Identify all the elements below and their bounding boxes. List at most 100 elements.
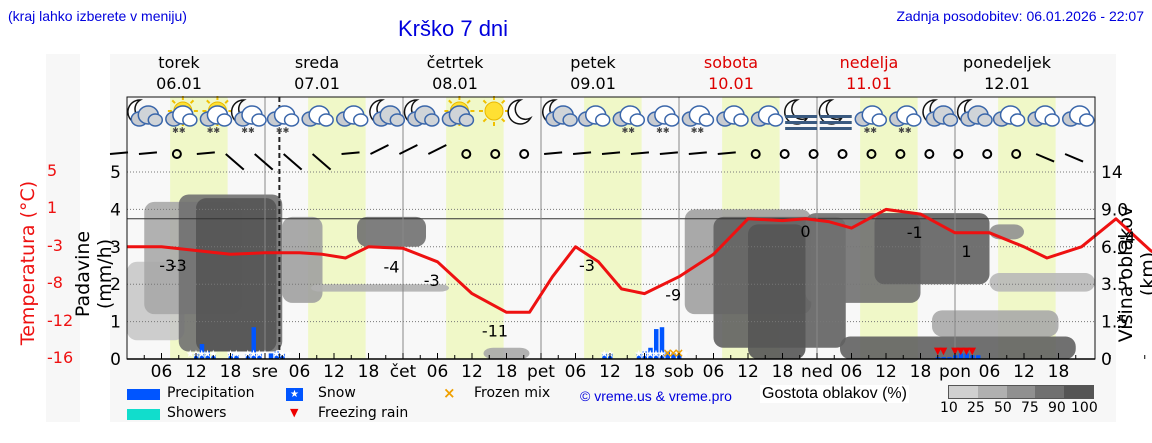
snowflakes: ✱✱	[207, 126, 221, 135]
cloud-height-tick: 1.5	[1101, 313, 1128, 333]
wind-calm-icon	[779, 149, 790, 159]
cloud-height-tick: 3.5	[1101, 275, 1128, 295]
wind-barb-icon	[311, 153, 332, 171]
wind-barb-icon	[1035, 153, 1055, 163]
cloud-icon	[716, 105, 749, 127]
moon-cloud-icon	[922, 99, 959, 127]
freezing-rain-icon: ▼	[290, 406, 299, 419]
cloud-icon	[992, 105, 1026, 127]
density-tick: 10	[940, 400, 958, 416]
fog-line	[785, 127, 818, 130]
wind-calm-icon	[837, 149, 848, 159]
wind-barb-icon	[717, 151, 736, 155]
density-tick: 90	[1048, 400, 1066, 416]
precip-tick: 4	[110, 200, 121, 220]
day-header-0: torek 06.01	[110, 52, 248, 94]
cloud-part	[424, 113, 440, 127]
precipitation-bar	[268, 353, 274, 359]
x-tick-label: ned	[801, 362, 833, 382]
wind-barb-icon	[109, 151, 129, 155]
temperature-label: -9	[665, 286, 681, 305]
wind-barb-icon	[138, 151, 158, 155]
cloud-part	[216, 113, 233, 127]
cloud-height-tick: 6.0	[1101, 238, 1128, 258]
cloud-density-area	[932, 310, 1059, 337]
cloud-density-area	[989, 224, 1024, 240]
wind-calm-icon	[519, 149, 530, 159]
sun-ray	[501, 99, 506, 104]
x-tick-label: 06	[979, 362, 1001, 382]
wind-calm-icon	[461, 149, 472, 159]
day-header-2: četrtek 08.01	[386, 52, 524, 94]
snowflakes: ✱✱	[656, 126, 670, 135]
precipitation-bar	[205, 351, 210, 359]
sun-cloud-snow-icon: ✱✱	[165, 96, 198, 135]
cloud-icon	[750, 105, 784, 127]
snow-marker: ★	[657, 349, 666, 360]
x-tick-label: 12	[185, 362, 207, 382]
wind-calm-icon	[808, 149, 819, 159]
wind-calm-icon	[490, 149, 501, 159]
moon-cloud-icon	[127, 99, 164, 127]
day-date: 12.01	[984, 74, 1030, 93]
sun-ray	[482, 118, 487, 123]
snow-icon: ★	[286, 388, 303, 401]
wind-barb-icon	[688, 151, 707, 155]
temp-tick: 1	[47, 198, 58, 218]
snow-marker: ★	[278, 349, 287, 360]
x-tick-label: 06	[427, 362, 449, 382]
moon-shape	[507, 99, 533, 125]
day-name: sreda	[294, 53, 340, 72]
copyright-link[interactable]: © vreme.us & vreme.pro	[580, 388, 732, 404]
cloud-part	[562, 113, 578, 127]
snow-marker: ★	[232, 349, 241, 360]
snowflakes: ✱✱	[241, 126, 255, 135]
snow-marker: ★	[203, 349, 212, 360]
moon-fog-icon	[818, 99, 852, 130]
snow-marker: ★	[243, 349, 252, 360]
wind-barb-icon	[341, 151, 360, 155]
snow-marker: ★	[186, 349, 195, 360]
freezing-rain-marker: ▼	[957, 346, 965, 357]
x-tick-label: 18	[1048, 362, 1070, 382]
legend-precipitation-swatch	[127, 389, 160, 400]
snow-marker: ★	[197, 349, 206, 360]
cloud-part	[389, 113, 406, 127]
cloud-density-scale	[948, 385, 1094, 399]
last-updated: Zadnja posodobitev: 06.01.2026 - 22:07	[896, 8, 1144, 24]
legend-precipitation: Precipitation	[167, 385, 255, 401]
wind-barb-icon	[659, 151, 678, 155]
cloud-density-area	[840, 336, 1076, 359]
precip-tick: 0	[110, 350, 121, 370]
cloud-density-area	[282, 216, 323, 303]
cloud-density-area	[874, 213, 990, 285]
day-name: torek	[158, 53, 200, 72]
day-date: 08.01	[432, 74, 478, 93]
day-date: 10.01	[708, 74, 754, 93]
x-tick-label: 18	[772, 362, 794, 382]
temperature-label: -4	[384, 257, 400, 276]
cloud-part	[733, 113, 749, 127]
x-tick-label: 06	[565, 362, 587, 382]
moon-cloud-icon	[369, 99, 406, 127]
wind-barb-icon	[225, 153, 245, 171]
cloud-part	[1078, 113, 1095, 127]
wind-barb-icon	[196, 151, 215, 155]
cloud-part	[871, 113, 888, 127]
cloud-part	[458, 113, 475, 127]
cloud-height-tick: 9.0	[1101, 200, 1128, 220]
sun-ray	[482, 99, 487, 104]
day-name: petek	[570, 53, 616, 72]
precip-tick: 3	[110, 238, 121, 258]
precipitation-bar	[947, 357, 952, 359]
freezing-rain-marker: ▼	[934, 346, 942, 357]
cloud-part	[629, 113, 646, 127]
legend-showers-swatch	[127, 409, 160, 420]
snow-marker: ★	[680, 349, 689, 360]
snowflakes: ✱✱	[622, 126, 636, 135]
wind-calm-icon	[895, 149, 906, 159]
cloud-part	[1044, 113, 1060, 127]
temperature-label: -1	[907, 223, 923, 242]
cloud-snow-icon: ✱✱	[647, 105, 680, 135]
daylight-band	[584, 97, 642, 359]
